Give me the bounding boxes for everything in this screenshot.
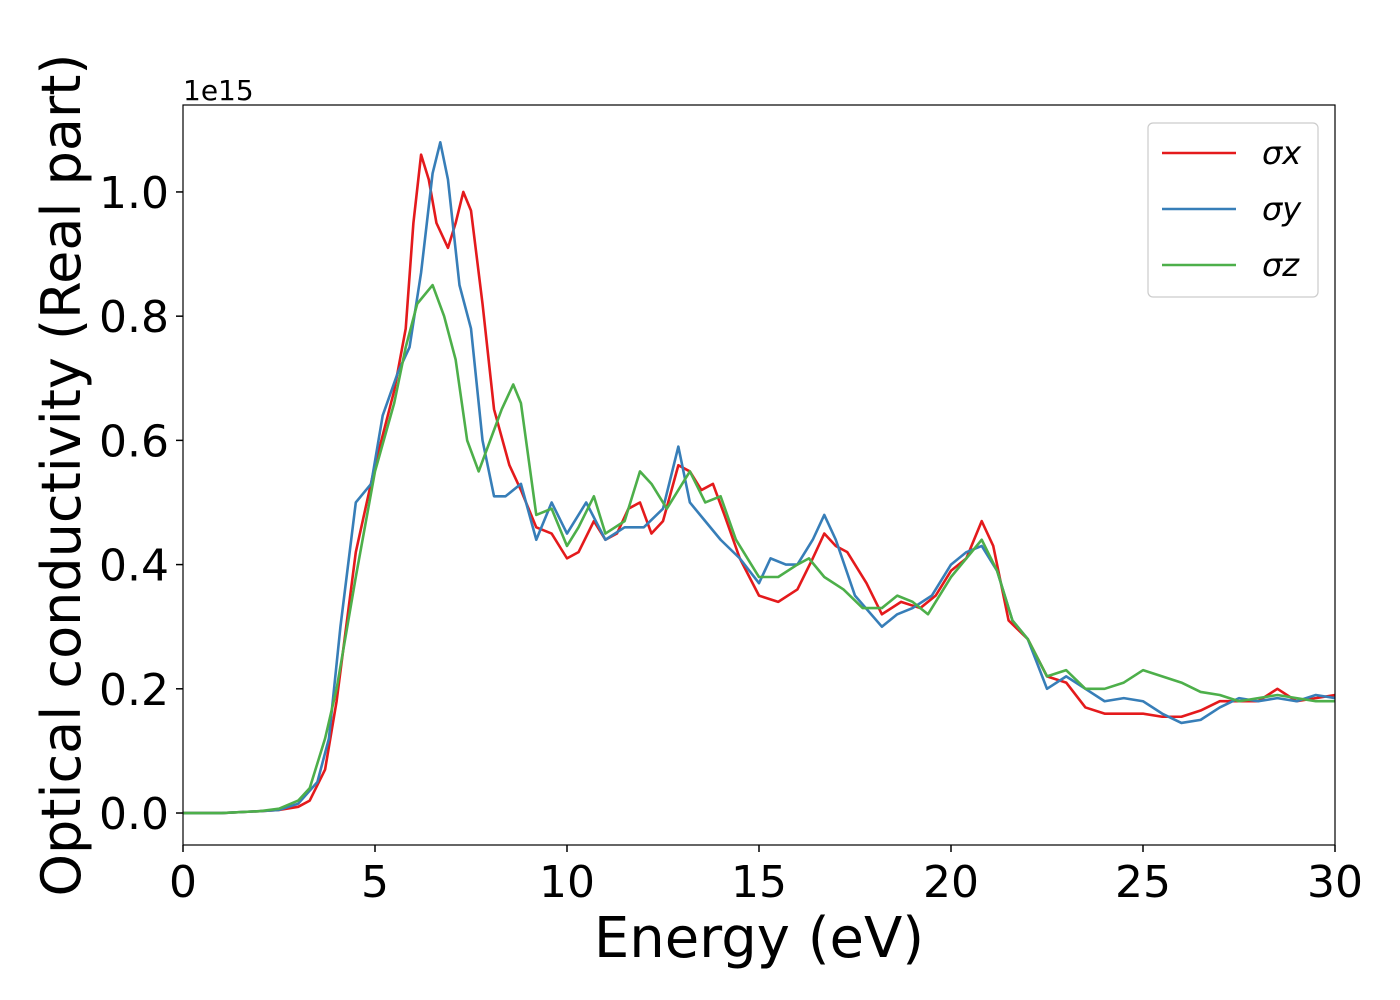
legend-label: σz [1262,246,1300,284]
legend-label: σy [1262,190,1302,228]
y-tick-label: 1.0 [99,168,169,219]
x-tick-label: 5 [361,857,389,908]
y-tick-label: 0.6 [99,416,169,467]
x-tick-label: 15 [731,857,787,908]
y-axis-label: Optical conductivity (Real part) [30,54,93,897]
x-tick-label: 30 [1307,857,1363,908]
x-tick-label: 10 [539,857,595,908]
y-offset-label: 1e15 [183,74,254,107]
y-tick-label: 0.8 [99,292,169,343]
plot-frame [182,104,1336,846]
line-series [183,153,1335,815]
y-tick-label: 0.0 [99,789,169,840]
x-tick-label: 25 [1115,857,1171,908]
x-axis-label: Energy (eV) [594,906,924,971]
x-tick-label: 0 [169,857,197,908]
y-tick-label: 0.2 [99,665,169,716]
y-tick-label: 0.4 [99,541,169,592]
x-tick-label: 20 [923,857,979,908]
line-series [183,283,1335,815]
legend-label: σx [1262,134,1302,172]
